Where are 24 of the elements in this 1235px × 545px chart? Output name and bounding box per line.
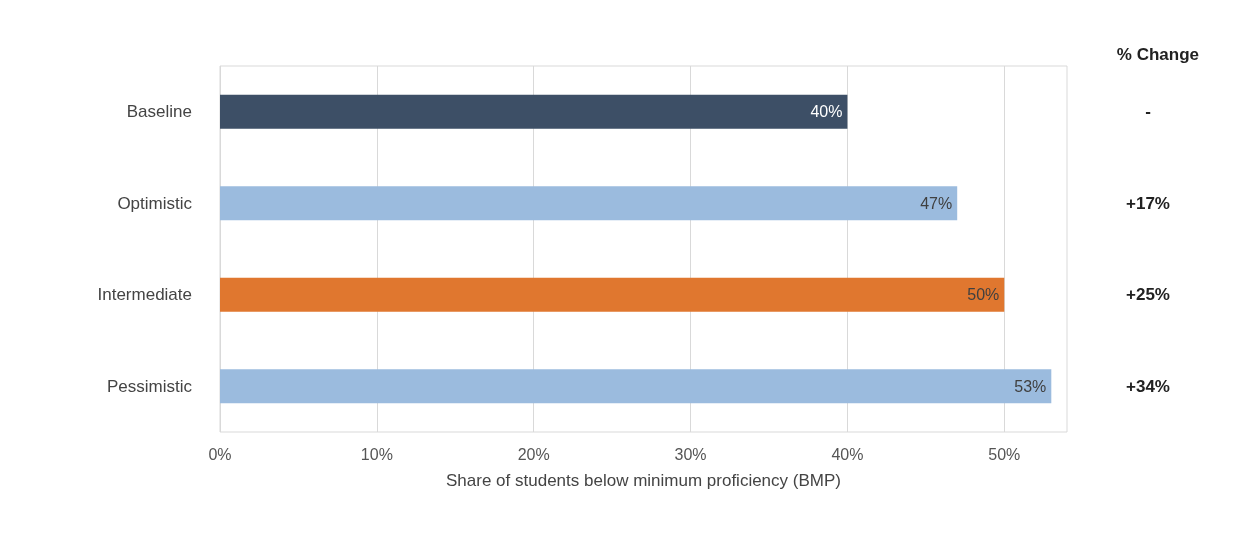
data-label: 40% [810,103,843,121]
y-tick-label: Intermediate [97,285,192,305]
text: +25% [1126,285,1170,305]
x-axis-title: Share of students below minimum proficiency (BMP) [446,471,841,490]
y-tick-label: Pessimistic [106,376,193,396]
x-tick-label: 50% [988,445,1021,463]
bar [220,94,848,129]
x-tick-label: 10% [360,445,393,463]
x-tick-label: 20% [517,445,550,463]
text: +34% [1126,376,1170,396]
text: % Change [1116,45,1199,64]
x-tick-label: 30% [674,445,707,463]
bar [220,369,1052,404]
y-tick-label: Baseline [126,102,192,122]
bar [220,277,1005,312]
data-label: 47% [920,194,953,212]
text: - [1145,102,1151,122]
data-label: 53% [1014,377,1047,395]
x-tick-label: 40% [831,445,864,463]
x-tick-label: 0% [208,445,232,463]
data-label: 50% [967,286,1000,304]
bar [220,186,958,221]
text: +17% [1126,193,1170,213]
y-tick-label: Optimistic [117,193,193,213]
